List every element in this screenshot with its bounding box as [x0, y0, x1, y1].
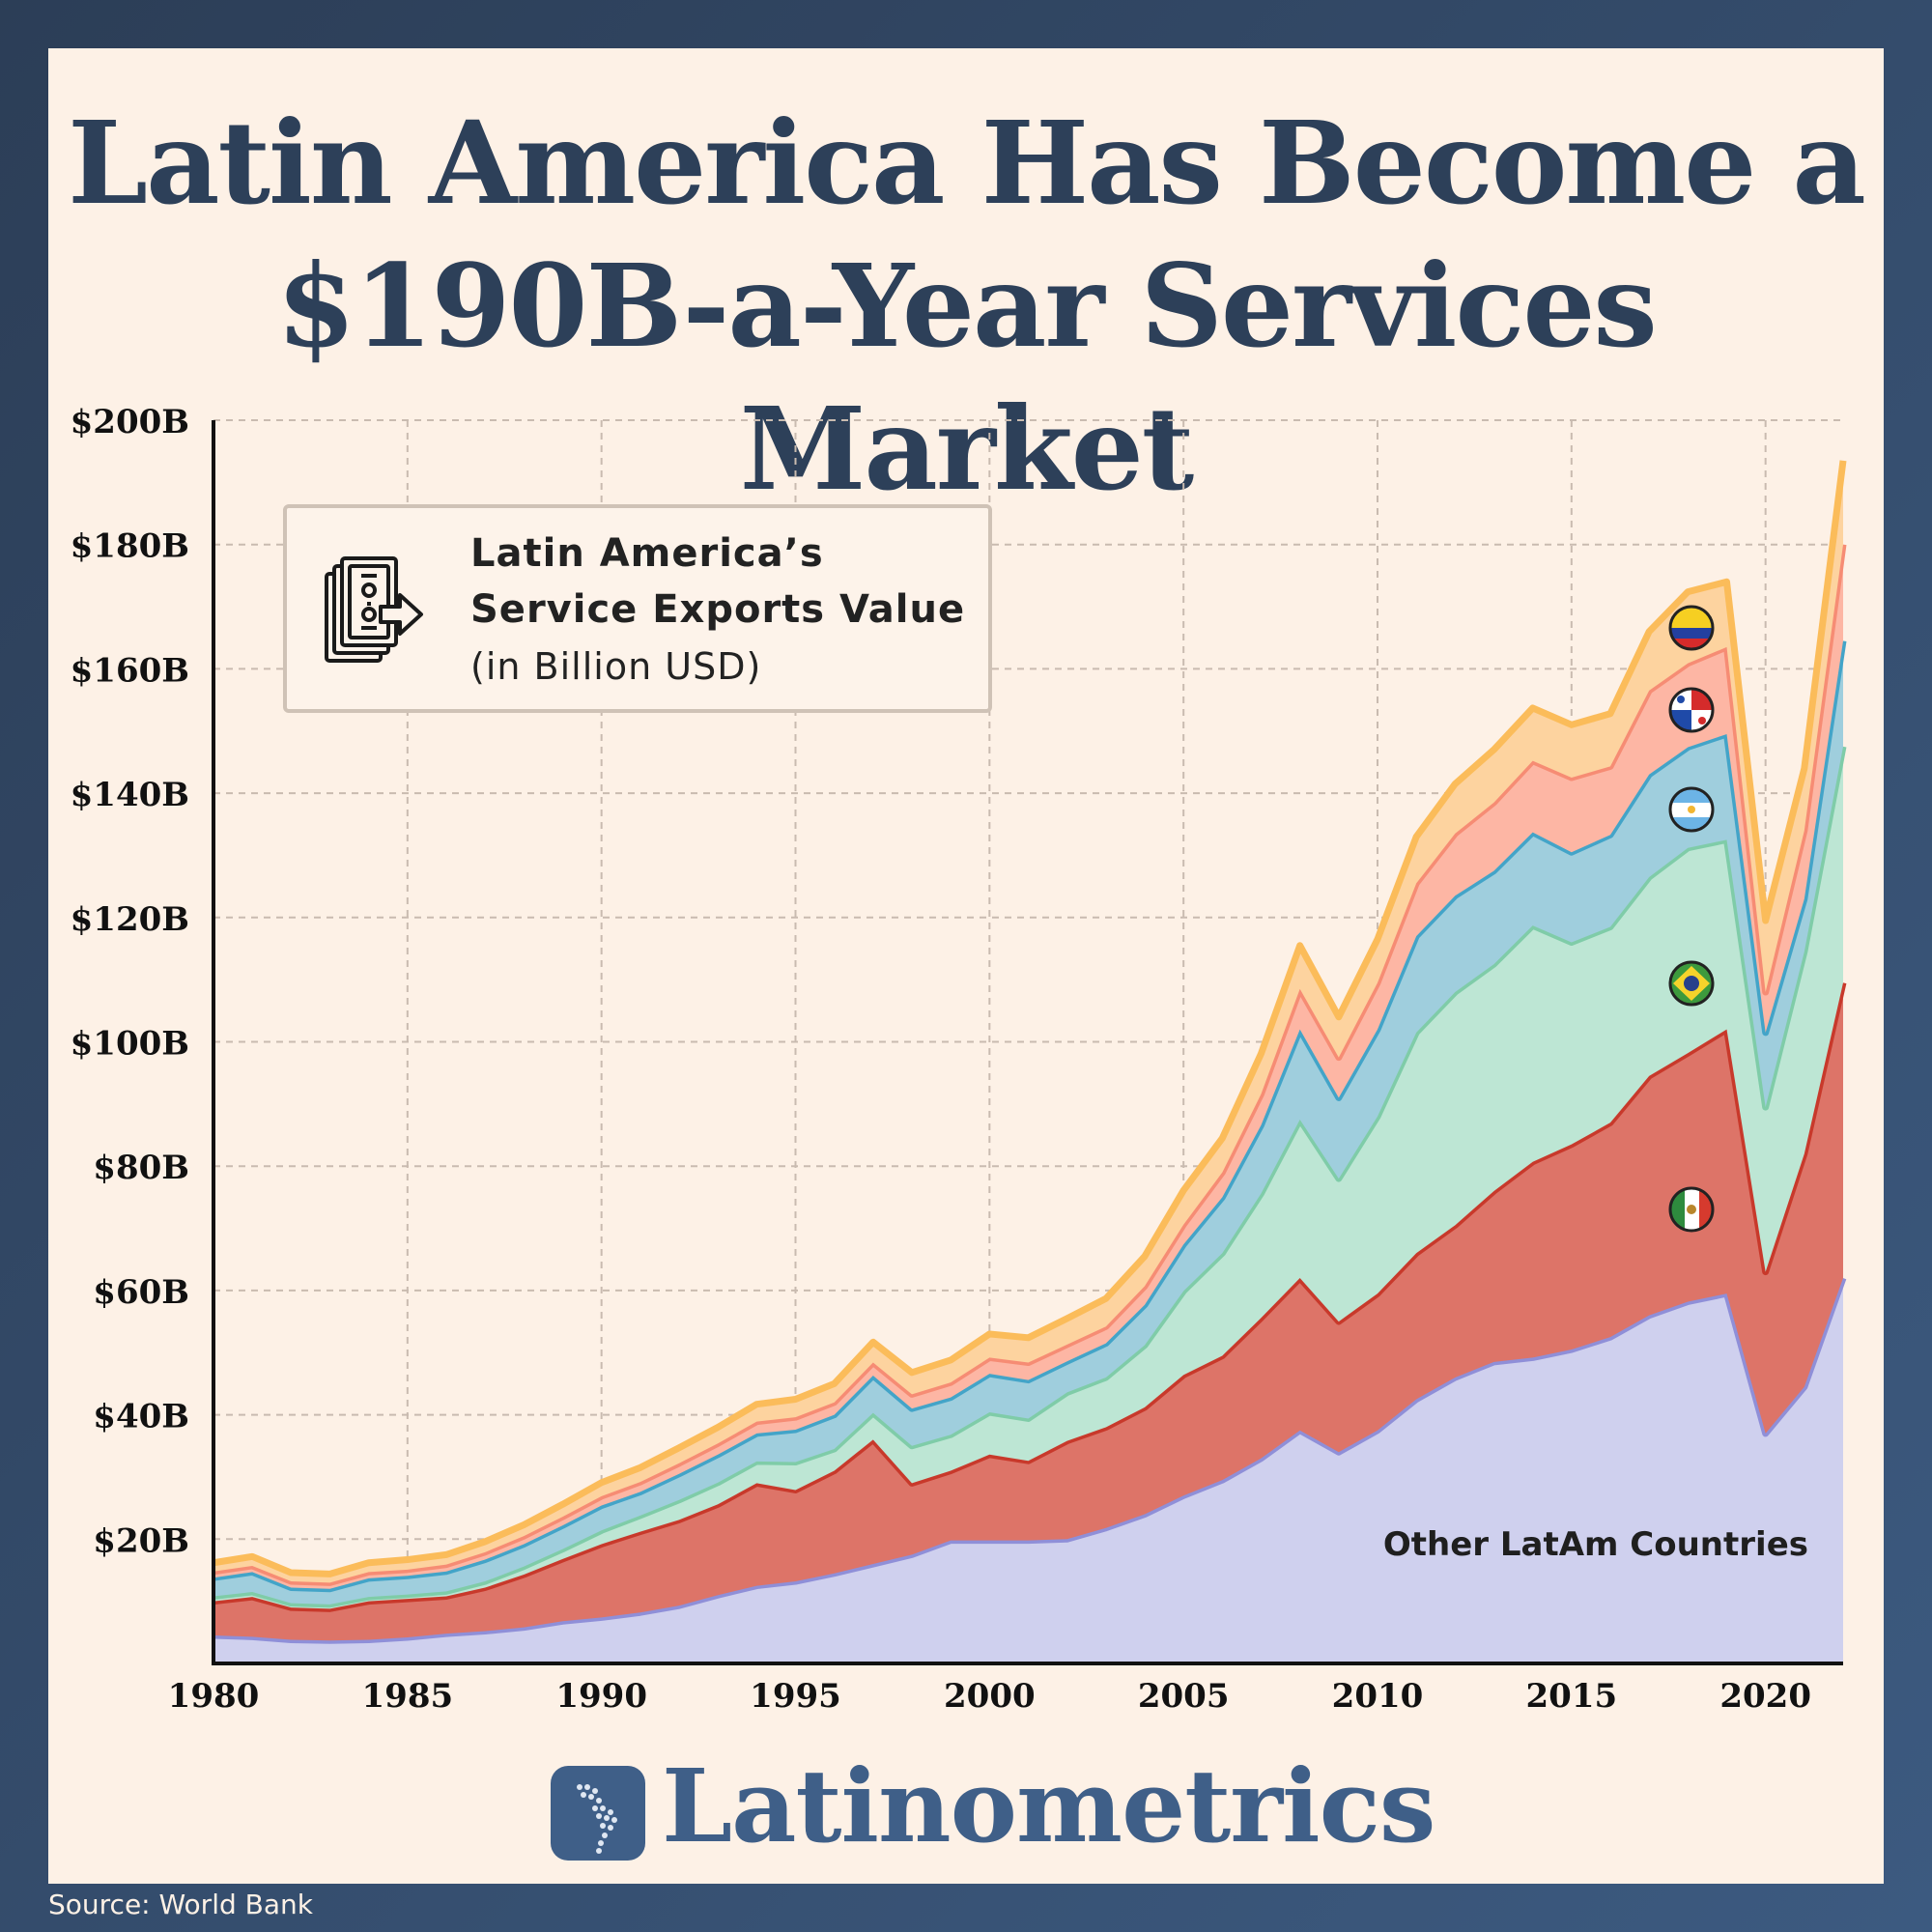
x-tick-label: 2000 — [944, 1677, 1036, 1716]
x-tick-label: 2010 — [1332, 1677, 1424, 1716]
y-tick-label: $120B — [71, 900, 189, 939]
y-tick-label: $40B — [93, 1398, 189, 1436]
brazil-flag-icon — [1668, 960, 1715, 1007]
x-tick-label: 1990 — [555, 1677, 647, 1716]
money-export-icon — [325, 556, 423, 663]
series-label-other-latam: Other LatAm Countries — [1383, 1525, 1808, 1564]
title-line-1: Latin America Has Become a — [68, 96, 1866, 230]
chart-legend-box: Latin America’s Service Exports Value (i… — [283, 504, 992, 713]
title-line-2: $190B-a-Year Services Market — [276, 239, 1658, 516]
series-line-colombia — [213, 460, 1847, 1577]
x-tick-label: 2005 — [1138, 1677, 1230, 1716]
area-brazil — [213, 746, 1843, 1609]
panama-flag-icon — [1668, 687, 1715, 733]
y-tick-label: $100B — [71, 1025, 189, 1064]
legend-unit: (in Billion USD) — [470, 645, 762, 688]
x-tick-label: 2015 — [1526, 1677, 1618, 1716]
y-tick-label: $180B — [71, 527, 189, 566]
chart-areas — [213, 460, 1847, 1663]
y-tick-label: $80B — [93, 1149, 189, 1187]
latin-america-map-icon — [551, 1766, 645, 1861]
y-tick-label: $60B — [93, 1273, 189, 1312]
y-tick-label: $200B — [71, 403, 189, 441]
chart-axes — [212, 420, 1843, 1665]
area-other — [213, 1278, 1843, 1663]
legend-title-line-1: Latin America’s — [470, 531, 824, 576]
page-title: Latin America Has Become a $190B-a-Year … — [48, 92, 1884, 521]
legend-title-line-2: Service Exports Value — [470, 587, 966, 632]
x-tick-label: 1995 — [750, 1677, 841, 1716]
mexico-flag-icon — [1668, 1186, 1715, 1233]
area-mexico — [213, 982, 1843, 1641]
source-note: Source: World Bank — [48, 1889, 313, 1920]
area-colombia — [213, 460, 1843, 1583]
brand-name: Latinometrics — [662, 1747, 1435, 1865]
x-tick-label: 2020 — [1719, 1677, 1811, 1716]
x-tick-label: 1985 — [362, 1677, 454, 1716]
y-tick-label: $140B — [71, 776, 189, 814]
area-argentina — [213, 640, 1843, 1605]
x-tick-labels: 1980 1985 1990 1995 2000 2005 2010 2015 2020 — [168, 1677, 1811, 1716]
x-tick-label: 1980 — [168, 1677, 260, 1716]
y-tick-labels: $20B $40B $60B $80B $100B $120B $140B $160B $180… — [71, 403, 189, 1560]
y-tick-label: $160B — [71, 651, 189, 690]
brand-logo: Latinometrics — [551, 1747, 1435, 1865]
argentina-flag-icon — [1668, 786, 1715, 833]
y-tick-label: $20B — [93, 1521, 189, 1560]
colombia-flag-icon — [1668, 605, 1715, 651]
